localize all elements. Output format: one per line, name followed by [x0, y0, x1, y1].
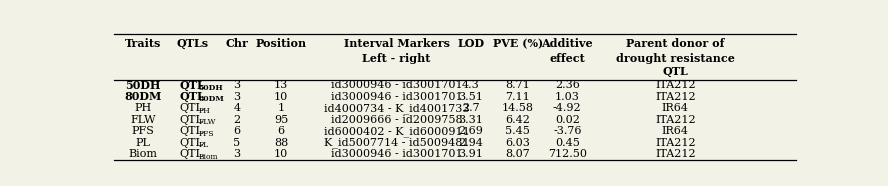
Text: drought resistance: drought resistance: [616, 53, 734, 64]
Text: QTLs: QTLs: [176, 38, 209, 49]
Text: id3000946 - id3001701: id3000946 - id3001701: [331, 80, 463, 90]
Text: 8.07: 8.07: [505, 149, 530, 159]
Text: PL: PL: [135, 138, 150, 148]
Text: 3.31: 3.31: [458, 115, 483, 125]
Text: 1: 1: [277, 103, 284, 113]
Text: 50DH: 50DH: [125, 80, 161, 91]
Text: -4.92: -4.92: [553, 103, 582, 113]
Text: id6000402 - K_id6000911: id6000402 - K_id6000911: [324, 126, 470, 137]
Text: PH: PH: [198, 107, 210, 115]
Text: 0.45: 0.45: [555, 138, 580, 148]
Text: effect: effect: [550, 53, 585, 64]
Text: 3: 3: [234, 80, 241, 90]
Text: QTL: QTL: [179, 80, 205, 91]
Text: 10: 10: [274, 149, 288, 159]
Text: 13: 13: [274, 80, 288, 90]
Text: 95: 95: [274, 115, 288, 125]
Text: Parent donor of: Parent donor of: [626, 38, 725, 49]
Text: QTL: QTL: [179, 103, 203, 113]
Text: PFS: PFS: [198, 130, 214, 138]
Text: 712.50: 712.50: [548, 149, 587, 159]
Text: ITA212: ITA212: [655, 115, 695, 125]
Text: 14.58: 14.58: [502, 103, 534, 113]
Text: QTL: QTL: [179, 115, 203, 125]
Text: 80DM: 80DM: [198, 95, 224, 103]
Text: ITA212: ITA212: [655, 92, 695, 102]
Text: ITA212: ITA212: [655, 80, 695, 90]
Text: 50DH: 50DH: [198, 84, 223, 92]
Text: QTL: QTL: [662, 66, 688, 77]
Text: 10: 10: [274, 92, 288, 102]
Text: 7.11: 7.11: [505, 92, 530, 102]
Text: QTL: QTL: [179, 126, 203, 136]
Text: LOD: LOD: [457, 38, 485, 49]
Text: 2.7: 2.7: [462, 103, 480, 113]
Text: PFS: PFS: [131, 126, 155, 136]
Text: id2009666 - id2009758: id2009666 - id2009758: [331, 115, 463, 125]
Text: PVE (%): PVE (%): [493, 38, 543, 49]
Text: Interval Markers: Interval Markers: [344, 38, 449, 49]
Text: 3.91: 3.91: [458, 149, 483, 159]
Text: ITA212: ITA212: [655, 138, 695, 148]
Text: 6: 6: [277, 126, 284, 136]
Text: Additive: Additive: [542, 38, 593, 49]
Text: 1.03: 1.03: [555, 92, 580, 102]
Text: 3.51: 3.51: [458, 92, 483, 102]
Text: -3.76: -3.76: [553, 126, 582, 136]
Text: PL: PL: [198, 141, 209, 149]
Text: Left - right: Left - right: [362, 53, 431, 64]
Text: QTL: QTL: [179, 91, 205, 102]
Text: 2.94: 2.94: [458, 138, 483, 148]
Text: K_id5007714 - id5009481: K_id5007714 - id5009481: [324, 137, 470, 148]
Text: 4: 4: [234, 103, 241, 113]
Text: 8.71: 8.71: [505, 80, 530, 90]
Text: FLW: FLW: [198, 118, 216, 126]
Text: 0.02: 0.02: [555, 115, 580, 125]
Text: id4000734 - K_id4001733: id4000734 - K_id4001733: [324, 103, 470, 114]
Text: 88: 88: [274, 138, 288, 148]
Text: PH: PH: [134, 103, 151, 113]
Text: 6.03: 6.03: [505, 138, 530, 148]
Text: 2: 2: [234, 115, 241, 125]
Text: ITA212: ITA212: [655, 149, 695, 159]
Text: 3: 3: [234, 92, 241, 102]
Text: Biom: Biom: [198, 153, 218, 161]
Text: Biom: Biom: [128, 149, 157, 159]
Text: FLW: FLW: [130, 115, 155, 125]
Text: id3000946 - id3001701: id3000946 - id3001701: [331, 92, 463, 102]
Text: 6.42: 6.42: [505, 115, 530, 125]
Text: QTL: QTL: [179, 149, 203, 159]
Text: Position: Position: [256, 38, 306, 49]
Text: 3: 3: [234, 149, 241, 159]
Text: Traits: Traits: [124, 38, 161, 49]
Text: IR64: IR64: [662, 126, 689, 136]
Text: id3000946 - id3001701: id3000946 - id3001701: [331, 149, 463, 159]
Text: 6: 6: [234, 126, 241, 136]
Text: 2.69: 2.69: [458, 126, 483, 136]
Text: 5.45: 5.45: [505, 126, 530, 136]
Text: 80DM: 80DM: [124, 91, 162, 102]
Text: QTL: QTL: [179, 138, 203, 148]
Text: 2.36: 2.36: [555, 80, 580, 90]
Text: 4.3: 4.3: [462, 80, 480, 90]
Text: 5: 5: [234, 138, 241, 148]
Text: IR64: IR64: [662, 103, 689, 113]
Text: Chr: Chr: [226, 38, 249, 49]
